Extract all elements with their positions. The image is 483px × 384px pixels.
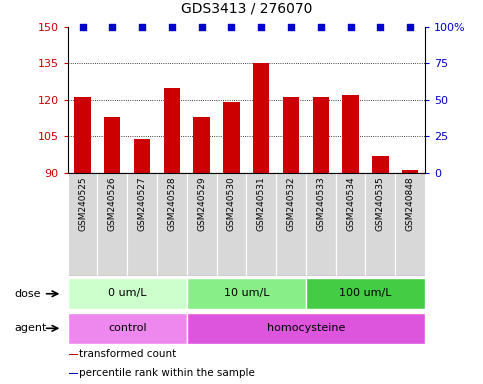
Bar — [187, 278, 306, 310]
Text: GSM240526: GSM240526 — [108, 176, 117, 230]
Point — [168, 24, 176, 30]
Point — [257, 24, 265, 30]
Point — [347, 24, 355, 30]
Text: GSM240534: GSM240534 — [346, 176, 355, 230]
Text: agent: agent — [14, 323, 47, 333]
Bar — [104, 117, 120, 384]
Bar — [187, 173, 216, 276]
Text: GSM240528: GSM240528 — [168, 176, 176, 230]
Text: GSM240531: GSM240531 — [257, 176, 266, 231]
Bar — [306, 278, 425, 310]
Bar — [342, 95, 359, 384]
Text: GSM240532: GSM240532 — [286, 176, 296, 230]
Text: GSM240525: GSM240525 — [78, 176, 87, 230]
Point — [227, 24, 235, 30]
Text: homocysteine: homocysteine — [267, 323, 345, 333]
Bar — [194, 117, 210, 384]
Bar — [68, 278, 187, 310]
Text: GSM240533: GSM240533 — [316, 176, 325, 231]
Bar — [395, 173, 425, 276]
Text: dose: dose — [14, 289, 41, 299]
Bar — [246, 173, 276, 276]
Bar — [74, 98, 91, 384]
Text: 0 um/L: 0 um/L — [108, 288, 146, 298]
Point — [198, 24, 206, 30]
Point — [138, 24, 146, 30]
Bar — [187, 313, 425, 344]
Bar — [306, 173, 336, 276]
Bar — [98, 173, 127, 276]
Text: GSM240527: GSM240527 — [138, 176, 146, 230]
Point — [287, 24, 295, 30]
Bar — [276, 173, 306, 276]
Bar — [253, 63, 270, 384]
Bar — [157, 173, 187, 276]
Text: GSM240535: GSM240535 — [376, 176, 385, 231]
Bar — [127, 173, 157, 276]
Point — [79, 24, 86, 30]
Bar — [366, 173, 395, 276]
Bar — [313, 98, 329, 384]
Bar — [372, 156, 388, 384]
Bar — [216, 173, 246, 276]
Point — [377, 24, 384, 30]
Text: GSM240530: GSM240530 — [227, 176, 236, 231]
Bar — [223, 102, 240, 384]
Point — [317, 24, 325, 30]
Text: GDS3413 / 276070: GDS3413 / 276070 — [181, 2, 312, 15]
Bar — [164, 88, 180, 384]
Bar — [134, 139, 150, 384]
Text: 100 um/L: 100 um/L — [339, 288, 392, 298]
Point — [406, 24, 414, 30]
Bar — [283, 98, 299, 384]
Bar — [402, 170, 418, 384]
Text: 10 um/L: 10 um/L — [224, 288, 269, 298]
Text: GSM240848: GSM240848 — [406, 176, 414, 230]
Bar — [69, 372, 78, 374]
Bar — [336, 173, 366, 276]
Text: GSM240529: GSM240529 — [197, 176, 206, 230]
Text: percentile rank within the sample: percentile rank within the sample — [79, 368, 255, 378]
Bar — [68, 173, 98, 276]
Bar — [69, 354, 78, 355]
Bar — [68, 313, 187, 344]
Point — [109, 24, 116, 30]
Text: transformed count: transformed count — [79, 349, 176, 359]
Text: control: control — [108, 323, 146, 333]
